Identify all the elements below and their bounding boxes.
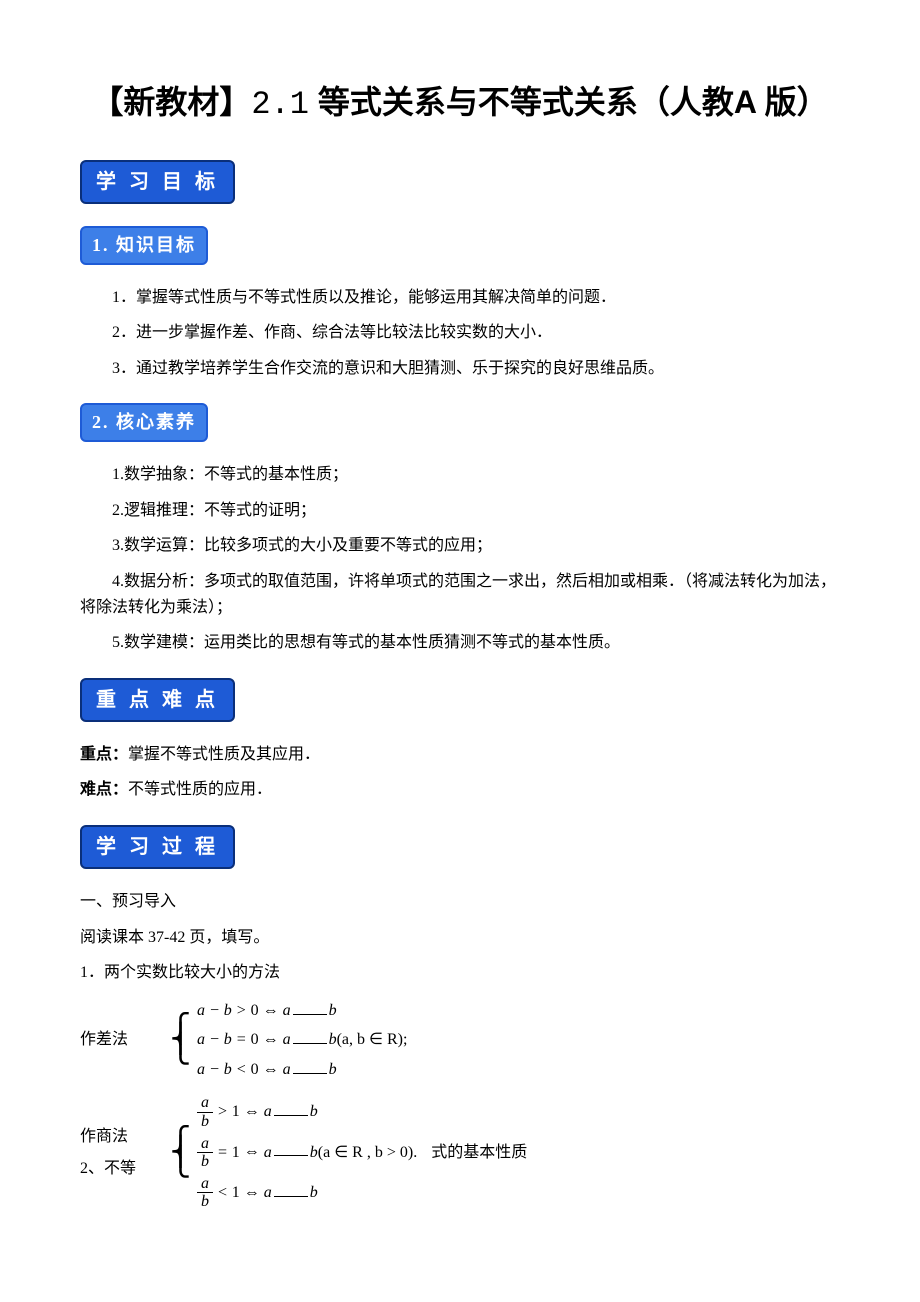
core-item-5: 5.数学建模：运用类比的思想有等式的基本性质猜测不等式的基本性质。 [80,630,840,656]
method-quot-label: 作商法 [80,1124,170,1150]
knowledge-item-1: 1．掌握等式性质与不等式性质以及推论，能够运用其解决简单的问题． [80,285,840,311]
diff-eq-2: a − b = 0⇔ab(a, b ∈ R); [197,1027,407,1053]
process-s2: 阅读课本 37-42 页，填写。 [80,925,840,951]
title-prefix: 【新教材】 [91,84,251,120]
badge-process: 学 习 过 程 [80,825,235,869]
core-item-1: 1.数学抽象：不等式的基本性质； [80,462,840,488]
diff-eq-3: a − b < 0⇔ab [197,1057,407,1083]
badge-core: 2. 核心素养 [80,403,208,442]
title-number: 2.1 [251,86,309,123]
diff-brace: ⎧⎨⎩ a − b > 0⇔ab a − b = 0⇔ab(a, b ∈ R);… [170,996,407,1085]
zhong-label: 重点： [80,746,128,763]
badge-keypoints: 重 点 难 点 [80,678,235,722]
brace-left-icon: ⎧⎨⎩ [170,1025,191,1054]
diff-eq-1: a − b > 0⇔ab [197,998,407,1024]
keypoint-nan: 难点：不等式性质的应用． [80,777,840,803]
nan-text: 不等式性质的应用． [128,781,272,798]
page-title: 【新教材】2.1 等式关系与不等式关系（人教A 版） [80,80,840,128]
knowledge-item-2: 2．进一步掌握作差、作商、综合法等比较法比较实数的大小． [80,320,840,346]
title-main: 等式关系与不等式关系（人教A 版） [309,84,829,120]
method-quot-block: 作商法 2、不等 ⎧⎨⎩ ab > 1⇔ab ab = 1⇔ab(a ∈ R ,… [80,1092,840,1213]
quot-brace: ⎧⎨⎩ ab > 1⇔ab ab = 1⇔ab(a ∈ R , b > 0). … [170,1092,417,1213]
diff-cond: (a, b ∈ R); [337,1031,408,1048]
brace-left-icon-2: ⎧⎨⎩ [170,1138,191,1167]
line2-label: 2、不等 [80,1156,170,1182]
knowledge-item-3: 3．通过教学培养学生合作交流的意识和大胆猜测、乐于探究的良好思维品质。 [80,356,840,382]
core-item-4: 4.数据分析：多项式的取值范围，许将单项式的范围之一求出，然后相加或相乘．（将减… [80,569,840,620]
core-item-2: 2.逻辑推理：不等式的证明； [80,498,840,524]
quot-eq-1: ab > 1⇔ab [197,1094,417,1130]
zhong-text: 掌握不等式性质及其应用． [128,746,320,763]
nan-label: 难点： [80,781,128,798]
method-diff-label: 作差法 [80,1027,170,1053]
quot-cond: (a ∈ R , b > 0). [318,1143,417,1160]
method-diff-block: 作差法 ⎧⎨⎩ a − b > 0⇔ab a − b = 0⇔ab(a, b ∈… [80,996,840,1085]
quot-eq-2: ab = 1⇔ab(a ∈ R , b > 0). [197,1135,417,1171]
process-s3: 1．两个实数比较大小的方法 [80,960,840,986]
keypoint-zhong: 重点：掌握不等式性质及其应用． [80,742,840,768]
line2-tail: 式的基本性质 [431,1140,527,1166]
process-s1: 一、预习导入 [80,889,840,915]
badge-knowledge: 1. 知识目标 [80,226,208,265]
core-item-3: 3.数学运算：比较多项式的大小及重要不等式的应用； [80,533,840,559]
quot-eq-3: ab < 1⇔ab [197,1175,417,1211]
badge-objective: 学 习 目 标 [80,160,235,204]
